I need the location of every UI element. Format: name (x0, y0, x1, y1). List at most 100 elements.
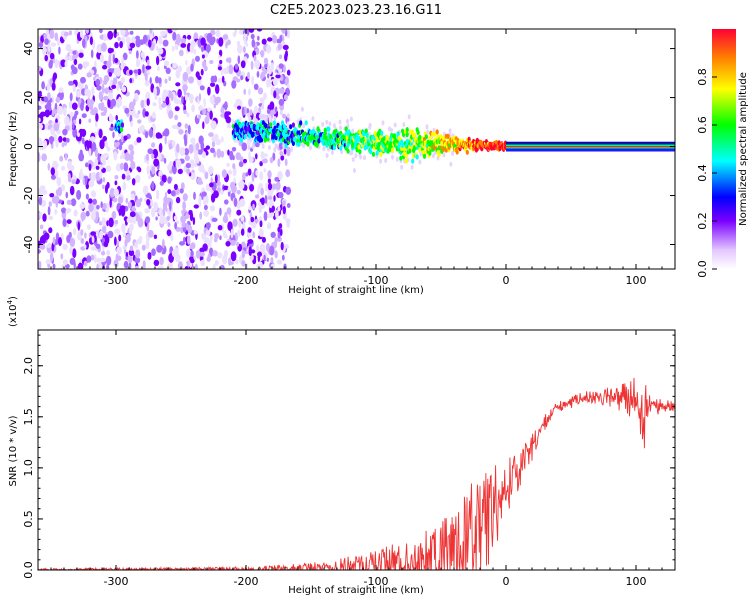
noise-blob (79, 29, 84, 38)
noise-blob (58, 87, 64, 93)
noise-blob (232, 166, 237, 177)
colorbar-gradient (712, 29, 736, 269)
halo-blob (325, 119, 329, 125)
signal-blob (416, 130, 420, 136)
signal-blob (408, 148, 412, 154)
signal-blob (379, 151, 383, 157)
noise-blob (243, 46, 246, 54)
noise-blob (136, 50, 139, 59)
noise-blob (145, 65, 152, 70)
noise-blob (115, 67, 121, 77)
x-tick-label: 100 (626, 274, 647, 287)
noise-blob (277, 158, 281, 168)
noise-blob (71, 179, 76, 185)
x-tick-label: 100 (626, 575, 647, 588)
noise-blob (108, 71, 113, 77)
colorbar-tick-label: 0.8 (696, 68, 709, 86)
noise-blob (247, 227, 252, 233)
noise-blob (257, 186, 260, 197)
noise-blob (276, 38, 281, 44)
noise-blob (141, 244, 146, 251)
noise-blob (212, 263, 216, 269)
noise-blob (90, 246, 96, 251)
noise-blob (266, 108, 271, 114)
noise-blob (157, 65, 160, 72)
noise-blob (46, 82, 50, 92)
noise-blob (135, 38, 141, 48)
snr-frame (37, 329, 676, 571)
noise-blob (162, 238, 165, 249)
noise-blob (115, 114, 118, 121)
noise-blob (284, 52, 288, 62)
figure-title: C2E5.2023.023.23.16.G11 (270, 3, 442, 18)
noise-blob (119, 83, 123, 90)
noise-blob (254, 59, 261, 69)
noise-blob (57, 38, 60, 46)
noise-blob (248, 246, 252, 257)
x-tick-label: -300 (104, 274, 129, 287)
noise-blob (210, 75, 216, 84)
noise-blob (256, 71, 260, 78)
noise-blob (214, 97, 219, 106)
noise-blob (130, 160, 136, 170)
noise-blob (223, 230, 227, 239)
noise-blob (184, 94, 188, 101)
noise-blob (186, 112, 190, 118)
spectrogram-marks (38, 29, 675, 269)
noise-blob (192, 217, 196, 225)
halo-blob (258, 113, 262, 119)
x-tick-label: -200 (234, 575, 259, 588)
noise-blob (45, 259, 52, 265)
noise-blob (162, 131, 166, 137)
noise-blob (199, 85, 205, 91)
noise-blob (178, 49, 184, 57)
noise-blob (158, 142, 163, 153)
noise-blob (153, 234, 158, 239)
noise-blob (162, 207, 166, 217)
noise-blob (239, 156, 244, 162)
noise-blob (197, 180, 204, 185)
noise-blob (87, 97, 91, 107)
noise-blob (181, 221, 186, 228)
noise-blob (156, 45, 159, 51)
signal-blob (405, 132, 409, 138)
noise-blob (251, 172, 255, 183)
noise-blob (214, 233, 220, 240)
signal-blob (346, 148, 350, 154)
noise-blob (41, 46, 48, 55)
noise-blob (80, 211, 86, 221)
noise-blob (267, 178, 271, 184)
noise-blob (48, 215, 54, 221)
noise-blob (203, 204, 208, 211)
noise-blob (260, 203, 265, 209)
noise-blob (180, 182, 185, 190)
noise-blob (54, 32, 59, 41)
noise-blob (111, 84, 117, 89)
noise-blob (209, 95, 215, 103)
noise-blob (220, 150, 225, 158)
noise-blob (83, 244, 87, 249)
noise-blob (69, 164, 75, 171)
halo-blob (368, 122, 372, 128)
noise-blob (188, 209, 193, 216)
noise-blob (188, 93, 194, 102)
noise-blob (185, 59, 188, 66)
noise-blob (278, 54, 283, 60)
noise-blob (163, 157, 167, 164)
noise-blob (68, 80, 74, 86)
noise-blob (210, 82, 216, 87)
noise-blob (135, 58, 141, 68)
noise-blob (202, 168, 206, 175)
signal-blob (317, 138, 321, 144)
noise-blob (164, 78, 168, 84)
halo-blob (442, 152, 446, 158)
noise-blob (147, 148, 154, 155)
noise-blob (77, 63, 83, 70)
noise-blob (246, 108, 250, 114)
noise-blob (207, 86, 211, 96)
snr-y-multiplier: (x104) (6, 296, 19, 327)
noise-blob (201, 232, 207, 240)
noise-blob (243, 88, 246, 95)
noise-blob (206, 222, 211, 230)
noise-blob (193, 230, 198, 235)
